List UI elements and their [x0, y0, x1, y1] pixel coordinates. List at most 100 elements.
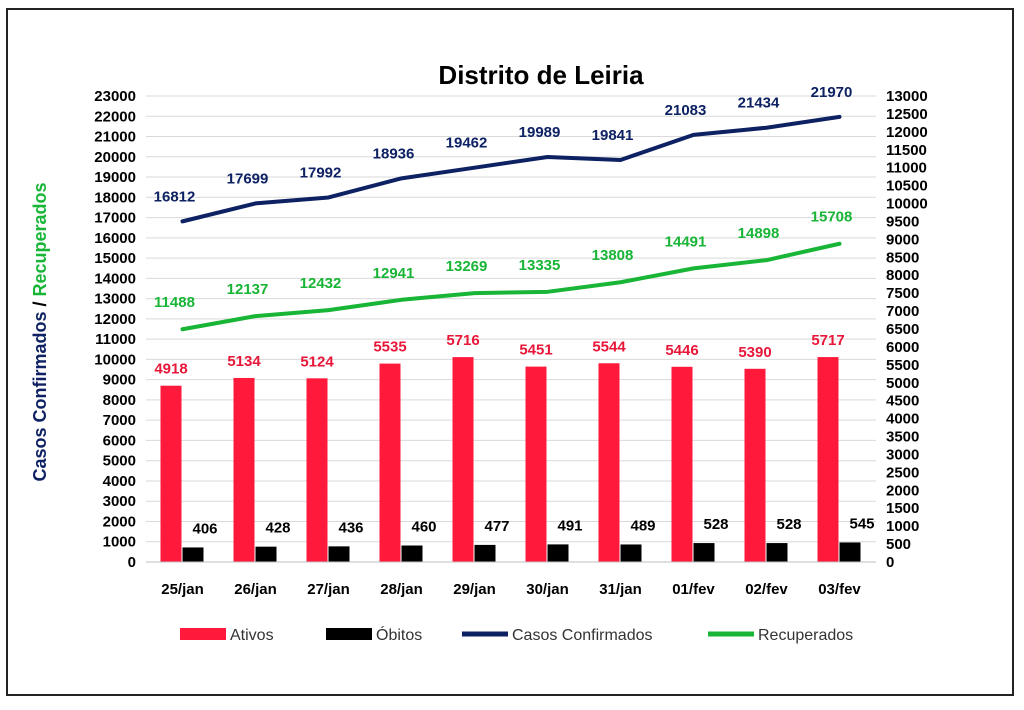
y-axis-left-label: Casos Confirmados / Recuperados — [30, 182, 50, 481]
data-label-ativos: 5446 — [665, 342, 698, 359]
chart-svg: Distrito de Leiria 4918 5134 5124 5535 5716 5… — [30, 60, 928, 644]
y-left-tick-label: 19000 — [94, 169, 136, 186]
legend-item-ativos-label: Ativos — [230, 627, 274, 644]
x-tick-label: 25/jan — [161, 581, 204, 598]
data-label-ativos: 5544 — [592, 338, 626, 355]
legend: Ativos Óbitos Casos Confirmados Recuperados — [180, 625, 853, 644]
y-right-tick-label: 2000 — [886, 482, 919, 499]
data-label-ativos: 5390 — [738, 344, 771, 361]
y-right-tick-label: 3000 — [886, 446, 919, 463]
y-left-tick-label: 9000 — [103, 372, 136, 389]
chart-title: Distrito de Leiria — [438, 60, 644, 90]
data-label-obitos: 428 — [265, 520, 290, 537]
data-label-recuperados: 12941 — [373, 265, 415, 282]
data-labels: 4918 5134 5124 5535 5716 5451 5544 5446 5390 5717… — [154, 84, 875, 538]
bar-ativos — [379, 363, 401, 562]
y-label-part-confirmed: Casos Confirmados — [30, 312, 50, 482]
gridlines — [146, 95, 876, 543]
legend-item-casos-confirmados-label: Casos Confirmados — [512, 627, 653, 644]
y-right-tick-label: 11000 — [886, 160, 927, 177]
data-label-obitos: 477 — [484, 518, 509, 535]
bar-ativos — [817, 357, 839, 562]
y-right-tick-label: 5500 — [886, 357, 919, 374]
bar-obitos — [255, 546, 277, 562]
x-tick-label: 28/jan — [380, 581, 423, 598]
y-left-tick-label: 1000 — [103, 534, 136, 551]
data-label-recuperados: 11488 — [154, 294, 195, 311]
y-right-tick-label: 9500 — [886, 213, 919, 230]
y-left-tick-label: 17000 — [94, 210, 136, 227]
line-casos-confirmados — [180, 114, 842, 224]
bars-layer — [160, 357, 861, 562]
data-label-obitos: 528 — [703, 516, 728, 533]
y-right-tick-label: 2500 — [886, 464, 919, 481]
bar-ativos — [306, 378, 328, 562]
y-right-tick-label: 8500 — [886, 249, 919, 266]
y-right-tick-label: 1000 — [886, 518, 919, 535]
data-label-recuperados: 12432 — [300, 275, 342, 292]
y-right-tick-label: 4000 — [886, 411, 919, 428]
data-label-recuperados: 13808 — [592, 247, 634, 264]
data-label-obitos: 491 — [557, 517, 582, 534]
bar-obitos — [693, 543, 715, 562]
y-left-tick-label: 11000 — [95, 331, 136, 348]
x-tick-label: 29/jan — [453, 581, 496, 598]
y-left-tick-label: 8000 — [103, 392, 136, 409]
y-left-tick-label: 16000 — [94, 230, 136, 247]
axes: 0100020003000400050006000700080009000100… — [94, 88, 927, 598]
data-label-confirmados: 21083 — [665, 102, 707, 119]
y-right-tick-label: 500 — [886, 536, 911, 553]
data-label-confirmados: 17992 — [300, 164, 342, 181]
data-label-ativos: 5716 — [446, 332, 479, 349]
y-left-tick-label: 14000 — [94, 270, 136, 287]
y-right-tick-label: 4500 — [886, 393, 919, 410]
y-right-tick-label: 5000 — [886, 375, 919, 392]
y-right-tick-label: 6000 — [886, 339, 919, 356]
data-label-recuperados: 13269 — [446, 258, 488, 275]
y-right-tick-label: 12500 — [886, 106, 928, 123]
legend-item-obitos-swatch — [326, 628, 372, 640]
data-label-recuperados: 12137 — [227, 281, 269, 298]
data-label-recuperados: 13335 — [519, 257, 561, 274]
y-left-tick-label: 0 — [128, 554, 136, 571]
y-left-tick-label: 3000 — [103, 493, 136, 510]
bar-obitos — [182, 547, 204, 562]
y-right-tick-label: 8000 — [886, 267, 919, 284]
bar-ativos — [452, 357, 474, 562]
bar-obitos — [401, 545, 423, 562]
y-left-tick-label: 22000 — [94, 108, 136, 125]
data-label-obitos: 460 — [411, 519, 436, 536]
y-left-tick-label: 10000 — [94, 351, 136, 368]
y-right-tick-label: 12000 — [886, 124, 928, 141]
bar-obitos — [547, 544, 569, 562]
lines-layer — [180, 114, 842, 332]
y-left-tick-label: 7000 — [103, 412, 136, 429]
data-label-obitos: 489 — [630, 517, 655, 534]
bar-obitos — [474, 544, 496, 562]
legend-item-ativos-swatch — [180, 628, 226, 640]
chart-frame: Distrito de Leiria 4918 5134 5124 5535 5716 5… — [6, 8, 1014, 696]
data-label-confirmados: 19841 — [592, 127, 634, 144]
y-left-tick-label: 18000 — [94, 189, 136, 206]
bar-ativos — [671, 366, 693, 562]
y-left-tick-label: 20000 — [94, 149, 136, 166]
x-tick-label: 26/jan — [234, 581, 277, 598]
data-label-obitos: 436 — [338, 519, 363, 536]
x-tick-label: 01/fev — [672, 581, 715, 598]
y-label-separator: / — [30, 296, 50, 311]
data-label-recuperados: 15708 — [811, 209, 853, 226]
data-label-ativos: 5134 — [227, 353, 261, 370]
data-label-obitos: 545 — [849, 515, 874, 532]
bar-obitos — [328, 546, 350, 562]
x-tick-label: 02/fev — [745, 581, 788, 598]
data-label-confirmados: 17699 — [227, 170, 269, 187]
data-label-confirmados: 16812 — [154, 188, 196, 205]
y-left-tick-label: 4000 — [103, 473, 136, 490]
data-label-confirmados: 18936 — [373, 145, 415, 162]
y-label-part-recovered: Recuperados — [30, 182, 50, 296]
y-right-tick-label: 0 — [886, 554, 894, 571]
y-right-tick-label: 7500 — [886, 285, 919, 302]
data-label-ativos: 5535 — [373, 339, 406, 356]
y-left-tick-label: 2000 — [103, 513, 136, 530]
bar-ativos — [744, 368, 766, 562]
